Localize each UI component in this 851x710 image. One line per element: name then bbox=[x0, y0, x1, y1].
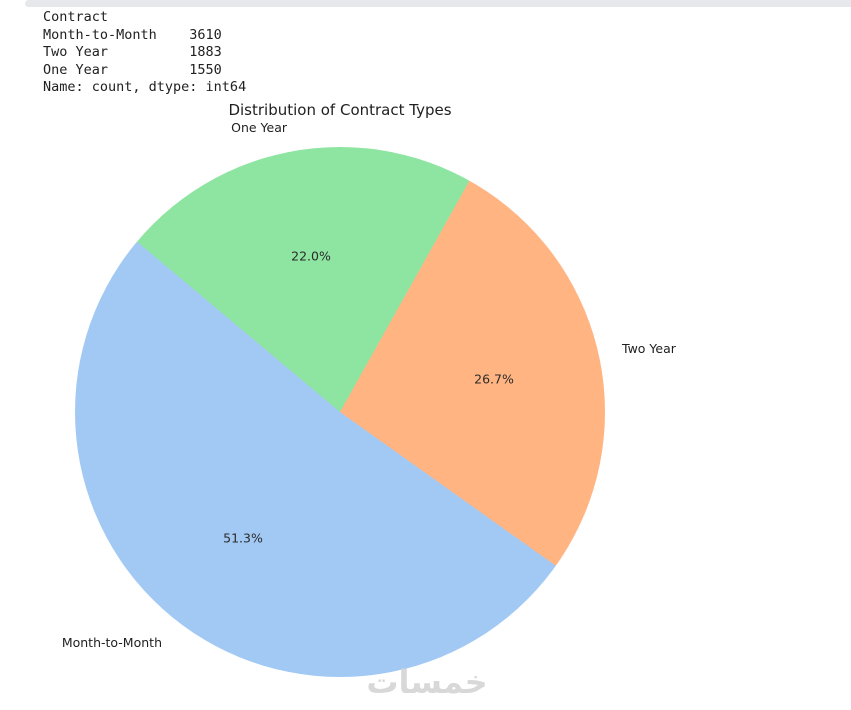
slice-label-two-year: Two Year bbox=[622, 341, 676, 356]
pct-label-one-year: 22.0% bbox=[291, 248, 331, 264]
console-output: Contract Month-to-Month 3610 Two Year 18… bbox=[43, 9, 247, 95]
pct-label-month-to-month: 51.3% bbox=[223, 530, 263, 546]
chart-title: Distribution of Contract Types bbox=[228, 101, 452, 119]
pct-label-two-year: 26.7% bbox=[474, 371, 514, 387]
pie-chart bbox=[75, 147, 605, 677]
slice-label-month-to-month: Month-to-Month bbox=[61, 635, 162, 650]
watermark-khamsat: خمسات bbox=[366, 663, 488, 701]
slice-label-one-year: One Year bbox=[231, 120, 287, 135]
panel-top-edge bbox=[25, 0, 851, 7]
